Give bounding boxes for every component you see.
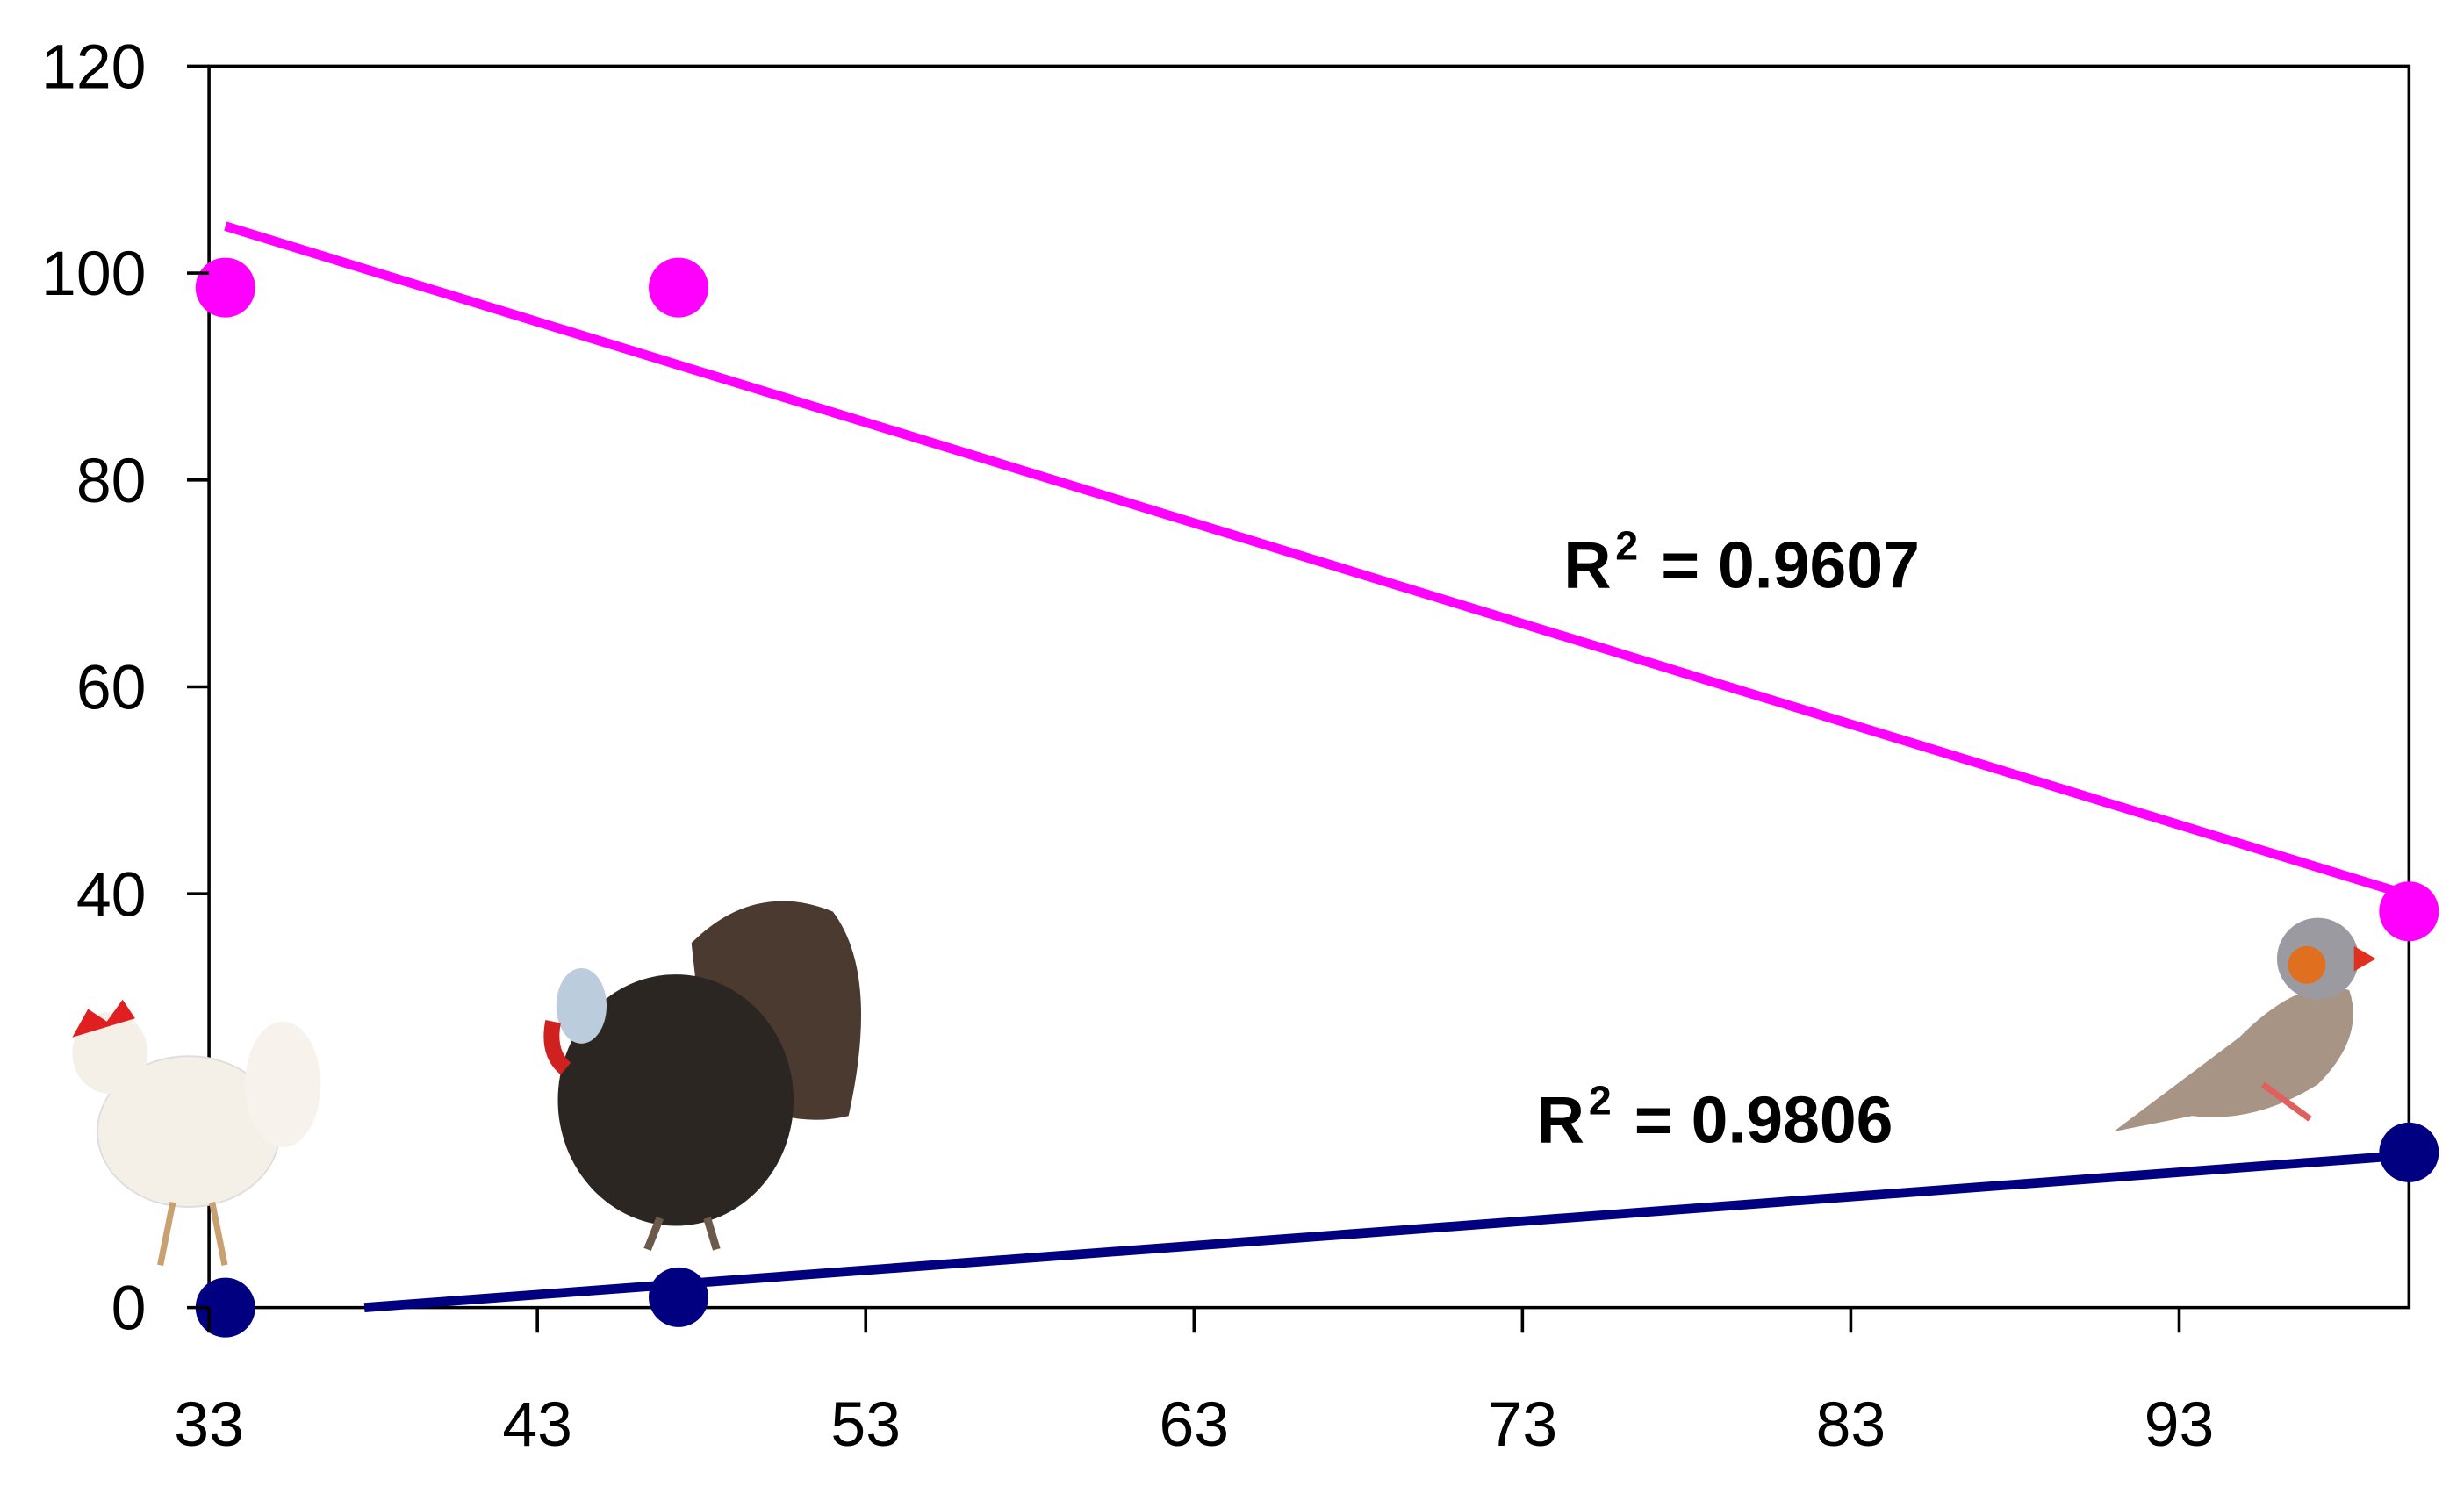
- marker: [2379, 881, 2439, 942]
- x-tick-label: 33: [174, 1390, 244, 1460]
- annotation-sup: 2: [1615, 522, 1638, 568]
- annotation-sup: 2: [1589, 1077, 1612, 1123]
- y-tick-label: 100: [41, 239, 146, 309]
- annotation-base: R: [1563, 528, 1611, 602]
- finch-picture: [2113, 917, 2376, 1132]
- trend-line: [363, 1150, 2410, 1312]
- marker: [2379, 1122, 2439, 1182]
- turkey-picture: [543, 901, 862, 1252]
- y-tick-label: 0: [111, 1274, 147, 1344]
- plot-frame: [207, 64, 2411, 1310]
- x-tick-label: 93: [2144, 1390, 2215, 1460]
- marker: [648, 1267, 709, 1327]
- trend-line: [224, 221, 2410, 901]
- marker: [195, 257, 255, 318]
- marker: [648, 257, 709, 318]
- y-tick-label: 120: [41, 32, 146, 102]
- x-tick-label: 53: [830, 1390, 901, 1460]
- y-tick-label: 40: [76, 859, 147, 930]
- x-tick-label: 63: [1159, 1390, 1229, 1460]
- marks: [195, 221, 2439, 1338]
- annotation-text: = 0.9607: [1661, 528, 1920, 602]
- y-tick-label: 80: [76, 446, 147, 516]
- annotation-base: R: [1537, 1083, 1584, 1157]
- x-tick-label: 83: [1816, 1390, 1886, 1460]
- x-tick-label: 43: [502, 1390, 572, 1460]
- chicken-picture: [72, 999, 321, 1266]
- x-tick-label: 73: [1488, 1390, 1558, 1460]
- plot-border: [207, 64, 2411, 1310]
- annotation-text: = 0.9806: [1634, 1083, 1893, 1157]
- y-tick-label: 60: [76, 653, 147, 723]
